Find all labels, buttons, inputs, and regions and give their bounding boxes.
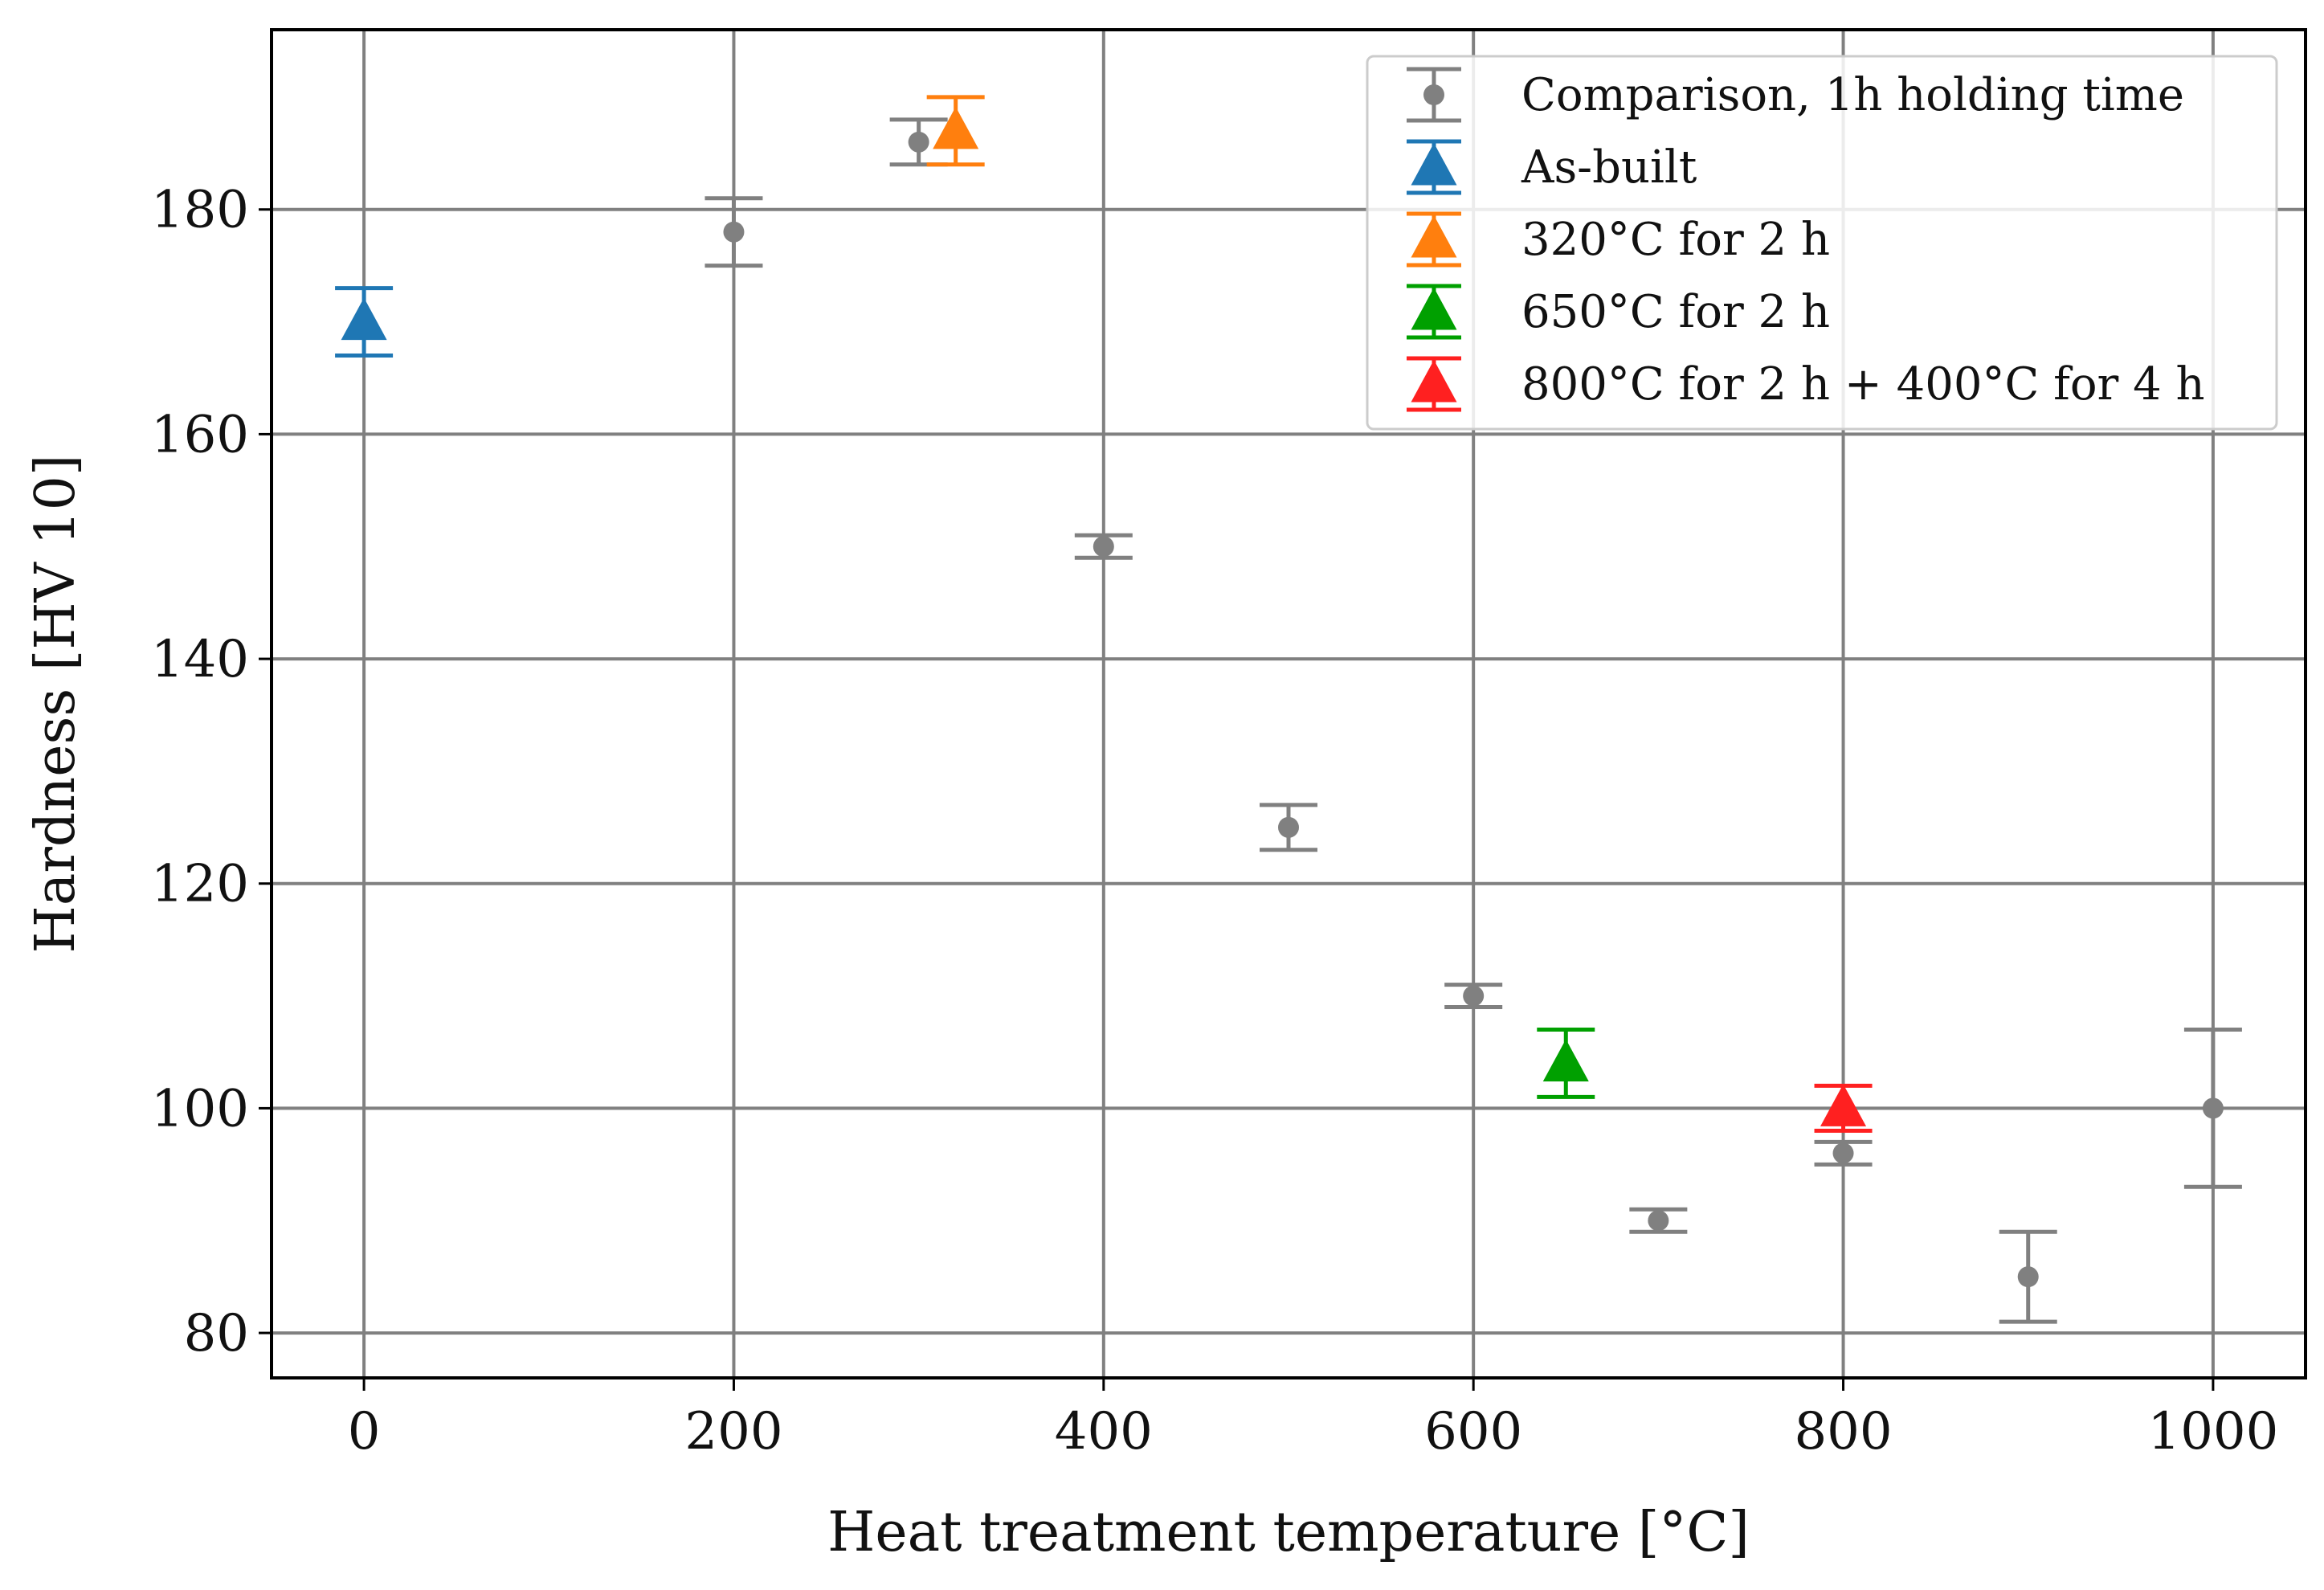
y-axis-label: Hardness [HV 10] <box>24 455 88 954</box>
series-2 <box>926 95 985 167</box>
legend-entry-1: As-built <box>1407 139 1697 195</box>
data-point <box>2017 1266 2039 1288</box>
legend-marker <box>1411 360 1457 403</box>
legend-label: Comparison, 1h holding time <box>1521 69 2184 121</box>
legend-marker <box>1411 143 1457 186</box>
data-point <box>933 106 979 149</box>
series-3 <box>1537 1028 1595 1099</box>
x-tick-label: 400 <box>1055 1402 1153 1461</box>
data-point <box>1832 1142 1854 1164</box>
legend-label: 320°C for 2 h <box>1521 214 1830 266</box>
y-tick-label: 180 <box>151 181 249 240</box>
y-tick-label: 140 <box>151 630 249 689</box>
plot-frame <box>270 28 2307 1379</box>
legend-label: 800°C for 2 h + 400°C for 4 h <box>1521 358 2205 411</box>
legend-entry-2: 320°C for 2 h <box>1407 211 1830 268</box>
series-4 <box>1814 1083 1873 1133</box>
y-tick-label: 100 <box>151 1079 249 1138</box>
data-point <box>1278 816 1299 838</box>
legend-label: 650°C for 2 h <box>1521 286 1830 338</box>
y-tick-label: 80 <box>184 1304 249 1363</box>
x-tick-label: 600 <box>1424 1402 1522 1461</box>
legend-entry-0: Comparison, 1h holding time <box>1407 67 2184 123</box>
data-point <box>723 221 745 243</box>
data-point <box>1542 1039 1589 1081</box>
data-point <box>2202 1097 2224 1119</box>
y-tick-label: 120 <box>151 855 249 914</box>
x-tick-label: 200 <box>684 1402 782 1461</box>
data-point <box>341 297 387 341</box>
legend: Comparison, 1h holding time As-built 320°C… <box>1366 55 2278 431</box>
legend-marker <box>1423 84 1444 105</box>
x-tick-label: 1000 <box>2147 1402 2278 1461</box>
x-tick-label: 0 <box>348 1402 381 1461</box>
data-point <box>1093 536 1114 558</box>
data-point <box>1820 1084 1867 1126</box>
chart-marks <box>335 95 2242 1324</box>
y-tick-label: 160 <box>151 405 249 464</box>
legend-marker <box>1411 288 1457 330</box>
data-point <box>1463 985 1485 1007</box>
legend-entry-4: 800°C for 2 h + 400°C for 4 h <box>1407 356 2205 412</box>
series-1 <box>335 286 394 358</box>
data-point <box>1648 1210 1669 1232</box>
x-tick-label: 800 <box>1794 1402 1892 1461</box>
legend-marker <box>1411 215 1457 258</box>
legend-box <box>1366 55 2278 431</box>
legend-entry-3: 650°C for 2 h <box>1407 284 1830 340</box>
data-point <box>908 131 929 153</box>
axis-ticks: 0 200 400 600 800 1000 80 100 120 140 160 180 <box>151 181 2279 1461</box>
x-axis-label: Heat treatment temperature [°C] <box>827 1501 1750 1564</box>
series-0 <box>705 117 2242 1324</box>
legend-label: As-built <box>1521 141 1697 194</box>
